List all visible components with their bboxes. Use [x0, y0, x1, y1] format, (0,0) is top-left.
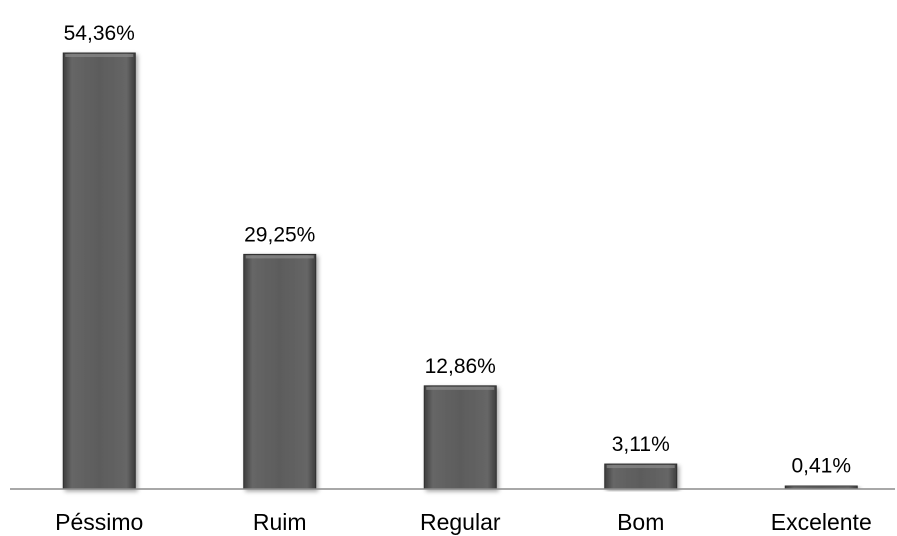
bar-regular [423, 385, 497, 490]
x-tick-labels-group: Péssimo Ruim Regular Bom Excelente [55, 509, 872, 535]
x-tick-label: Bom [617, 509, 664, 535]
bar-bom [604, 463, 678, 490]
bar-top-highlight [65, 54, 134, 57]
bar-top-highlight [606, 465, 675, 469]
data-label: 54,36% [64, 22, 135, 45]
data-label: 0,41% [791, 455, 851, 478]
x-tick-label: Excelente [771, 509, 872, 535]
bar-ruim [243, 253, 317, 490]
x-tick-label: Péssimo [55, 509, 143, 535]
bar-pessimo [62, 52, 136, 490]
data-label: 12,86% [425, 355, 496, 378]
data-label: 3,11% [612, 433, 670, 456]
bar-top-highlight [426, 386, 495, 390]
bar-top-highlight [245, 255, 314, 259]
x-tick-label: Ruim [253, 509, 307, 535]
data-labels-group: 54,36% 29,25% 12,86% 3,11% 0,41% [64, 22, 851, 478]
bars-group [62, 52, 858, 490]
x-tick-label: Regular [420, 509, 501, 535]
data-label: 29,25% [244, 223, 315, 246]
